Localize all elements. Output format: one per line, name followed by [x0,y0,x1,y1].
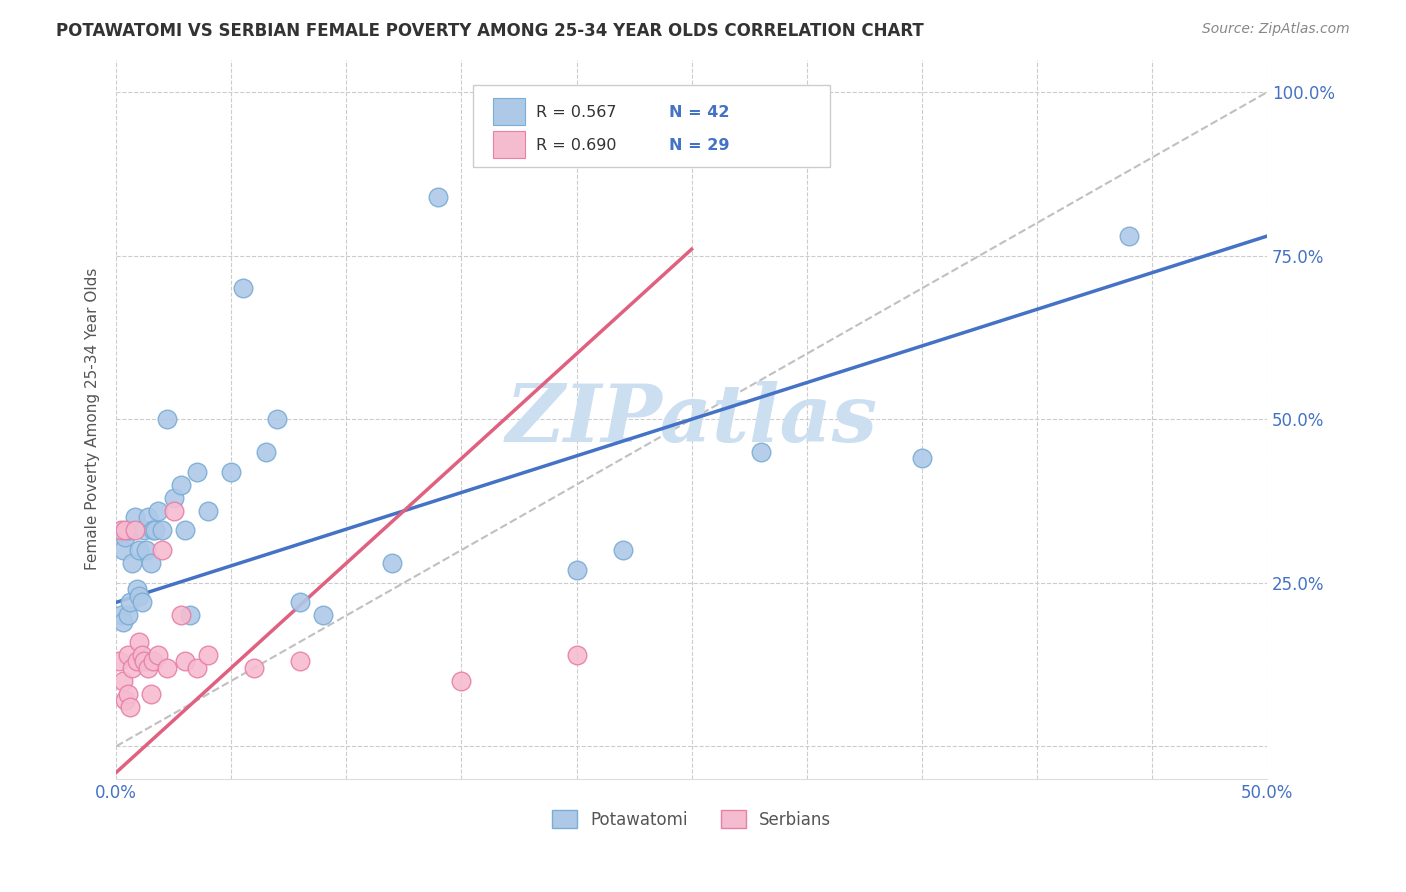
Point [186,465,208,479]
Point [146,648,169,662]
Point [128,634,150,648]
Text: N = 42: N = 42 [669,105,730,120]
Point [197,648,219,662]
Point [125,654,148,668]
Point [121,556,143,570]
Point [197,504,219,518]
Point [312,608,335,623]
Point [179,608,201,623]
Point [135,543,157,558]
Y-axis label: Female Poverty Among 25-34 Year Olds: Female Poverty Among 25-34 Year Olds [86,268,100,571]
Point [112,673,135,688]
Point [112,543,135,558]
Point [131,595,153,609]
Text: POTAWATOMI VS SERBIAN FEMALE POVERTY AMONG 25-34 YEAR OLDS CORRELATION CHART: POTAWATOMI VS SERBIAN FEMALE POVERTY AMO… [56,22,924,40]
Text: R = 0.690: R = 0.690 [536,137,617,153]
Point [124,510,146,524]
Point [565,563,588,577]
Point [156,412,179,426]
Point [911,451,934,466]
Point [121,661,143,675]
Text: Source: ZipAtlas.com: Source: ZipAtlas.com [1202,22,1350,37]
Point [132,524,155,538]
Point [1118,229,1140,244]
Point [290,654,312,668]
Point [450,673,472,688]
Point [565,648,588,662]
Point [114,693,136,707]
Point [128,543,150,558]
FancyBboxPatch shape [492,130,524,158]
Point [427,190,450,204]
Point [150,524,173,538]
Point [163,491,186,505]
Point [150,543,173,558]
Point [110,524,132,538]
Point [107,654,129,668]
Point [120,524,142,538]
Point [125,582,148,597]
Point [117,524,139,538]
Point [117,687,139,701]
Point [290,595,312,609]
Point [124,524,146,538]
Point [128,589,150,603]
Point [612,543,634,558]
FancyBboxPatch shape [492,98,524,126]
Point [132,654,155,668]
Point [145,524,167,538]
Point [114,530,136,544]
Text: R = 0.567: R = 0.567 [536,105,617,120]
Point [163,504,186,518]
Point [266,412,288,426]
Point [139,556,162,570]
Point [186,661,208,675]
Point [120,595,142,609]
Text: N = 29: N = 29 [669,137,730,153]
Point [254,445,277,459]
Point [117,608,139,623]
Point [131,648,153,662]
Point [142,524,165,538]
Point [174,524,197,538]
Point [174,654,197,668]
Point [142,654,165,668]
Point [117,648,139,662]
Point [243,661,266,675]
FancyBboxPatch shape [472,85,830,168]
Point [170,477,193,491]
Point [749,445,772,459]
Point [232,281,254,295]
Point [112,615,135,629]
Point [120,700,142,714]
Point [170,608,193,623]
Point [139,687,162,701]
Point [114,524,136,538]
Point [138,510,160,524]
Text: ZIPatlas: ZIPatlas [506,381,877,458]
Point [110,608,132,623]
Point [381,556,404,570]
Point [138,661,160,675]
Point [221,465,243,479]
Legend: Potawatomi, Serbians: Potawatomi, Serbians [546,804,838,835]
Point [146,504,169,518]
Point [156,661,179,675]
